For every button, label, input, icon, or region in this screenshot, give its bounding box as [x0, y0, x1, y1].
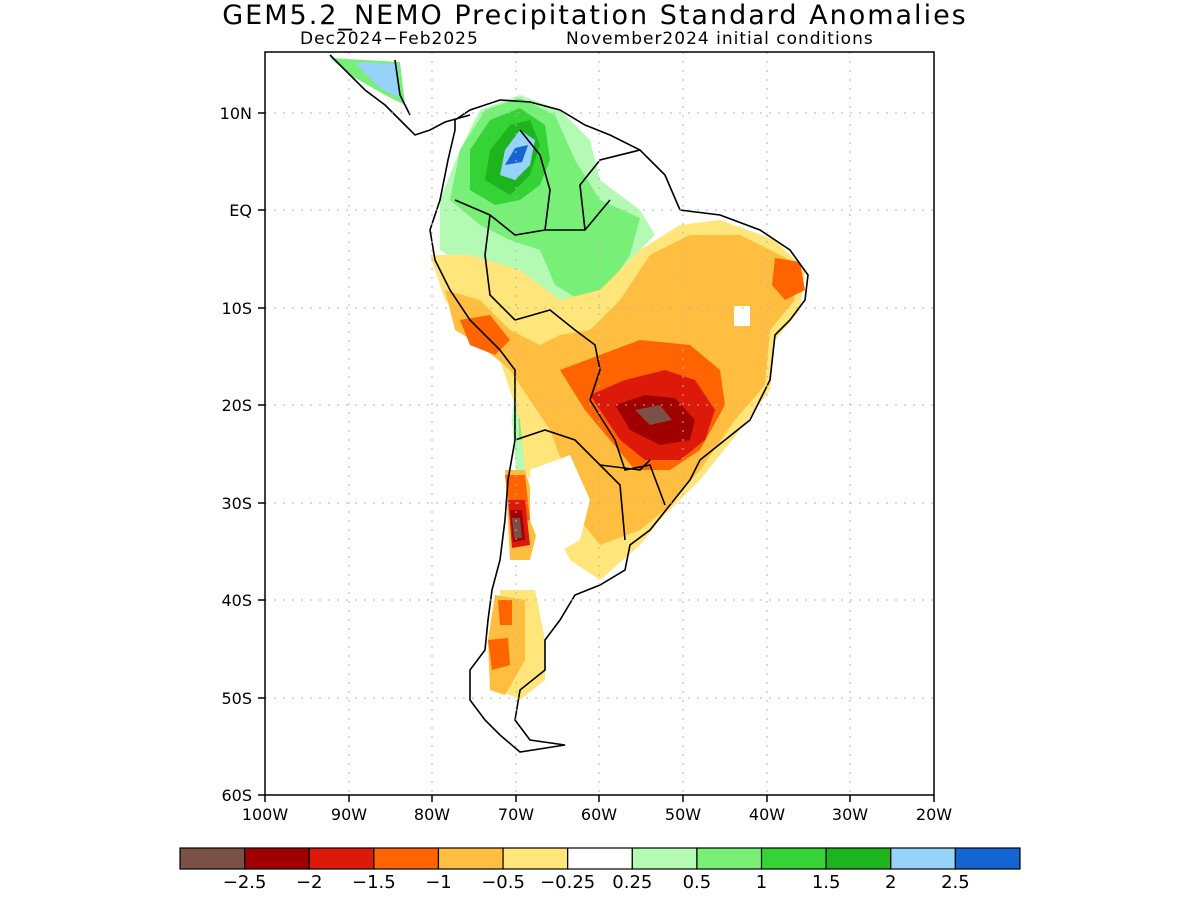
colorbar-swatch	[954, 847, 1021, 870]
anomaly-shading	[330, 58, 805, 700]
colorbar-label: 0.25	[612, 872, 652, 893]
colorbar-label: −2	[296, 872, 323, 893]
coastlines	[329, 54, 809, 753]
forecast-period: Dec2024−Feb2025	[300, 29, 479, 49]
colorbar-swatch	[631, 847, 698, 870]
colorbar-label: −0.25	[540, 872, 595, 893]
colorbar-label: 2	[885, 872, 896, 893]
colorbar-label: −1.5	[352, 872, 396, 893]
colorbar-swatch	[567, 847, 633, 870]
lat-label: 50S	[221, 689, 252, 708]
colorbar-swatch	[890, 847, 956, 870]
colorbar-swatch	[373, 847, 440, 870]
lat-label: 20S	[221, 396, 252, 415]
lon-label: 40W	[749, 805, 785, 824]
lon-label: 30W	[832, 805, 868, 824]
lat-label: EQ	[229, 201, 252, 220]
colorbar-swatch	[760, 847, 827, 870]
colorbar-label: 2.5	[941, 872, 970, 893]
initial-conditions: November2024 initial conditions	[566, 29, 874, 49]
colorbar-swatch	[696, 847, 763, 870]
lon-label: 90W	[331, 805, 367, 824]
lon-label: 60W	[581, 805, 617, 824]
lat-label: 30S	[221, 494, 252, 513]
lat-label: 40S	[221, 591, 252, 610]
lat-label: 10N	[220, 104, 252, 123]
graticule	[265, 52, 934, 795]
colorbar-swatch	[502, 847, 569, 870]
colorbar-label: −0.5	[481, 872, 525, 893]
longitude-labels: 100W 90W 80W 70W 60W 50W 40W 30W 20W	[242, 805, 952, 824]
lat-label: 10S	[221, 299, 252, 318]
colorbar-swatch	[308, 847, 375, 870]
colorbar-label: 1	[756, 872, 767, 893]
lon-label: 50W	[665, 805, 701, 824]
colorbar-swatch	[244, 847, 310, 870]
lon-label: 70W	[498, 805, 534, 824]
colorbar-label: 0.5	[683, 872, 712, 893]
colorbar-label: 1.5	[812, 872, 841, 893]
lon-label: 20W	[916, 805, 952, 824]
colorbar-label: −1	[425, 872, 452, 893]
colorbar-swatch	[825, 847, 892, 870]
latitude-labels: 10N EQ 10S 20S 30S 40S 50S 60S	[220, 104, 252, 805]
map-title: GEM5.2_NEMO Precipitation Standard Anoma…	[222, 0, 968, 31]
colorbar-swatch	[437, 847, 504, 870]
axis-ticks	[258, 112, 935, 802]
lon-label: 100W	[242, 805, 289, 824]
colorbar: −2.5 −2 −1.5 −1 −0.5 −0.25 0.25 0.5 1 1.5 2 2.5	[179, 847, 1021, 893]
colorbar-label: −2.5	[223, 872, 267, 893]
lat-label: 60S	[221, 786, 252, 805]
lon-label: 80W	[414, 805, 450, 824]
colorbar-swatch	[179, 847, 246, 870]
